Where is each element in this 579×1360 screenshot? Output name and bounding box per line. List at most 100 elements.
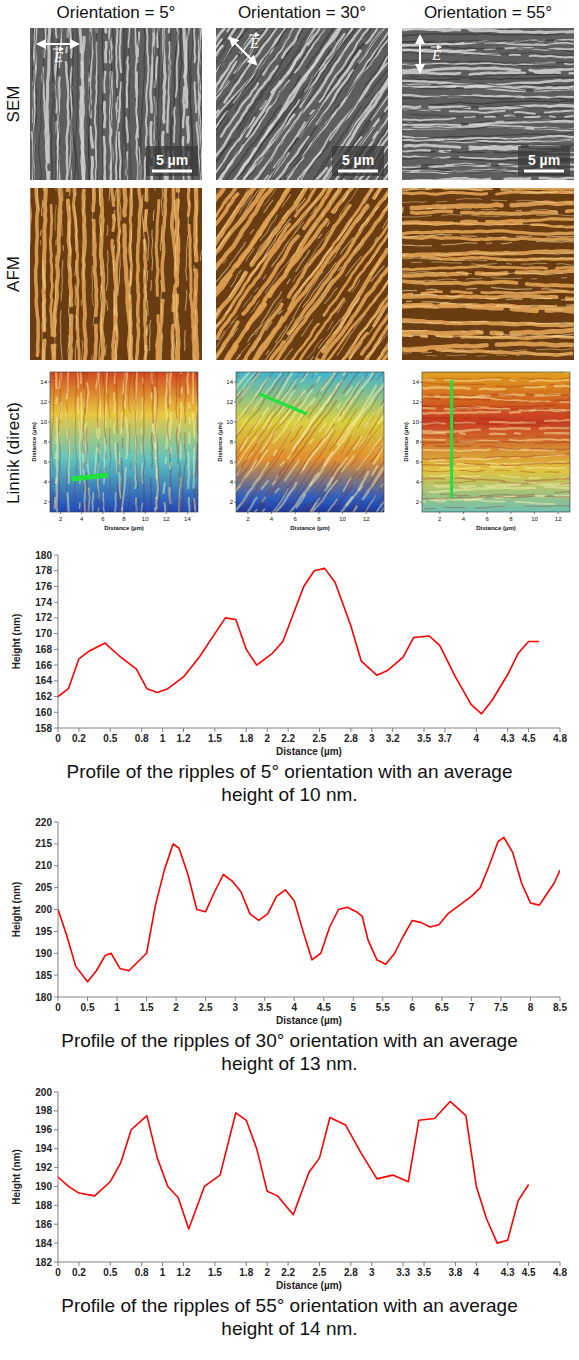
ripple bbox=[136, 28, 141, 180]
ripple bbox=[422, 406, 570, 414]
tick-label: 166 bbox=[35, 660, 52, 671]
ripple bbox=[302, 50, 388, 180]
tick bbox=[455, 1262, 456, 1266]
ripple bbox=[402, 47, 574, 52]
ripple bbox=[113, 188, 117, 360]
tick-label: 8 bbox=[44, 439, 48, 445]
tick-label: 14 bbox=[226, 379, 233, 385]
profile-line bbox=[71, 475, 108, 479]
tick-label: 1 bbox=[114, 1002, 120, 1013]
ripple bbox=[92, 188, 96, 360]
plot-area bbox=[58, 568, 539, 713]
ripple bbox=[281, 373, 384, 512]
plot-area bbox=[58, 1101, 529, 1243]
tick bbox=[342, 512, 343, 514]
ripple bbox=[166, 372, 171, 512]
caption-line: Profile of the ripples of 30° orientatio… bbox=[61, 1030, 517, 1051]
chart: 18218418618819019219419619820000.20.50.8… bbox=[11, 1087, 567, 1340]
tick bbox=[295, 512, 296, 514]
caption-line: height of 14 nm. bbox=[221, 1318, 357, 1339]
tick bbox=[234, 502, 236, 503]
tick bbox=[54, 931, 58, 932]
tick bbox=[214, 1262, 215, 1266]
tick-label: 174 bbox=[35, 597, 52, 608]
tick bbox=[117, 997, 118, 1001]
tick bbox=[54, 728, 58, 729]
ripple bbox=[275, 198, 388, 360]
tick bbox=[162, 1262, 163, 1266]
tick bbox=[58, 728, 59, 732]
tick bbox=[54, 649, 58, 650]
tick bbox=[234, 482, 236, 483]
tick bbox=[487, 512, 488, 514]
axis-title: Distance (µm) bbox=[403, 422, 409, 461]
ripple bbox=[422, 398, 570, 402]
texture bbox=[216, 188, 388, 360]
tick-label: 2 bbox=[264, 733, 270, 744]
tick-label: 2 bbox=[44, 499, 48, 505]
tick bbox=[350, 1262, 351, 1266]
texture bbox=[236, 372, 384, 512]
texture bbox=[216, 28, 388, 180]
scale-bar-label: 5 µm bbox=[156, 152, 188, 168]
scale-bar bbox=[338, 170, 378, 173]
ripple bbox=[297, 218, 388, 360]
texture bbox=[422, 372, 570, 512]
ripple bbox=[101, 372, 106, 512]
ripple bbox=[327, 235, 388, 360]
ripple bbox=[402, 113, 574, 117]
ripple bbox=[216, 188, 313, 336]
ripple bbox=[402, 68, 574, 71]
sem-image bbox=[30, 28, 202, 180]
tick bbox=[234, 402, 236, 403]
ripple bbox=[319, 234, 388, 360]
ripple bbox=[402, 77, 574, 80]
tick-label: 2 bbox=[438, 516, 442, 522]
tick-label: 4 bbox=[462, 516, 466, 522]
field-label: E bbox=[431, 47, 441, 63]
ripple bbox=[119, 28, 122, 180]
ripple bbox=[250, 188, 388, 360]
tick bbox=[54, 555, 58, 556]
tick bbox=[420, 442, 422, 443]
tick-label: 12 bbox=[412, 399, 419, 405]
ripple bbox=[402, 305, 574, 314]
ripple bbox=[402, 208, 574, 211]
ripple bbox=[88, 28, 94, 180]
tick-label: 185 bbox=[35, 970, 52, 981]
tick-label: 2.5 bbox=[313, 733, 327, 744]
scale-bar-patch bbox=[146, 146, 198, 176]
tick-label: 10 bbox=[226, 419, 233, 425]
tick-label: 4.5 bbox=[317, 1002, 331, 1013]
tick-label: 4 bbox=[44, 479, 48, 485]
tick bbox=[54, 1148, 58, 1149]
ripple bbox=[96, 28, 99, 180]
ripple bbox=[292, 381, 384, 512]
tick-label: 4 bbox=[80, 516, 84, 522]
column-title: Orientation = 5° bbox=[57, 3, 176, 22]
tick-label: 10 bbox=[531, 516, 538, 522]
ripple bbox=[402, 125, 574, 129]
tick-label: 220 bbox=[35, 817, 52, 828]
ripple bbox=[160, 188, 163, 360]
ripple bbox=[40, 188, 46, 360]
tick bbox=[420, 482, 422, 483]
ripple bbox=[422, 441, 570, 443]
ripple bbox=[155, 372, 160, 512]
tick bbox=[560, 728, 561, 732]
tick-label: 6 bbox=[294, 516, 298, 522]
field-arrow-line bbox=[38, 43, 78, 45]
ripple bbox=[31, 28, 34, 180]
tick bbox=[234, 422, 236, 423]
ripple bbox=[402, 127, 574, 130]
ripple bbox=[311, 54, 388, 180]
ripple bbox=[56, 372, 62, 512]
tick bbox=[214, 728, 215, 732]
ripple bbox=[320, 248, 388, 360]
tick bbox=[54, 997, 58, 998]
tick-label: 12 bbox=[363, 516, 370, 522]
tick bbox=[420, 462, 422, 463]
tick-label: 8 bbox=[528, 1002, 534, 1013]
tick bbox=[288, 1262, 289, 1266]
tick bbox=[463, 512, 464, 514]
